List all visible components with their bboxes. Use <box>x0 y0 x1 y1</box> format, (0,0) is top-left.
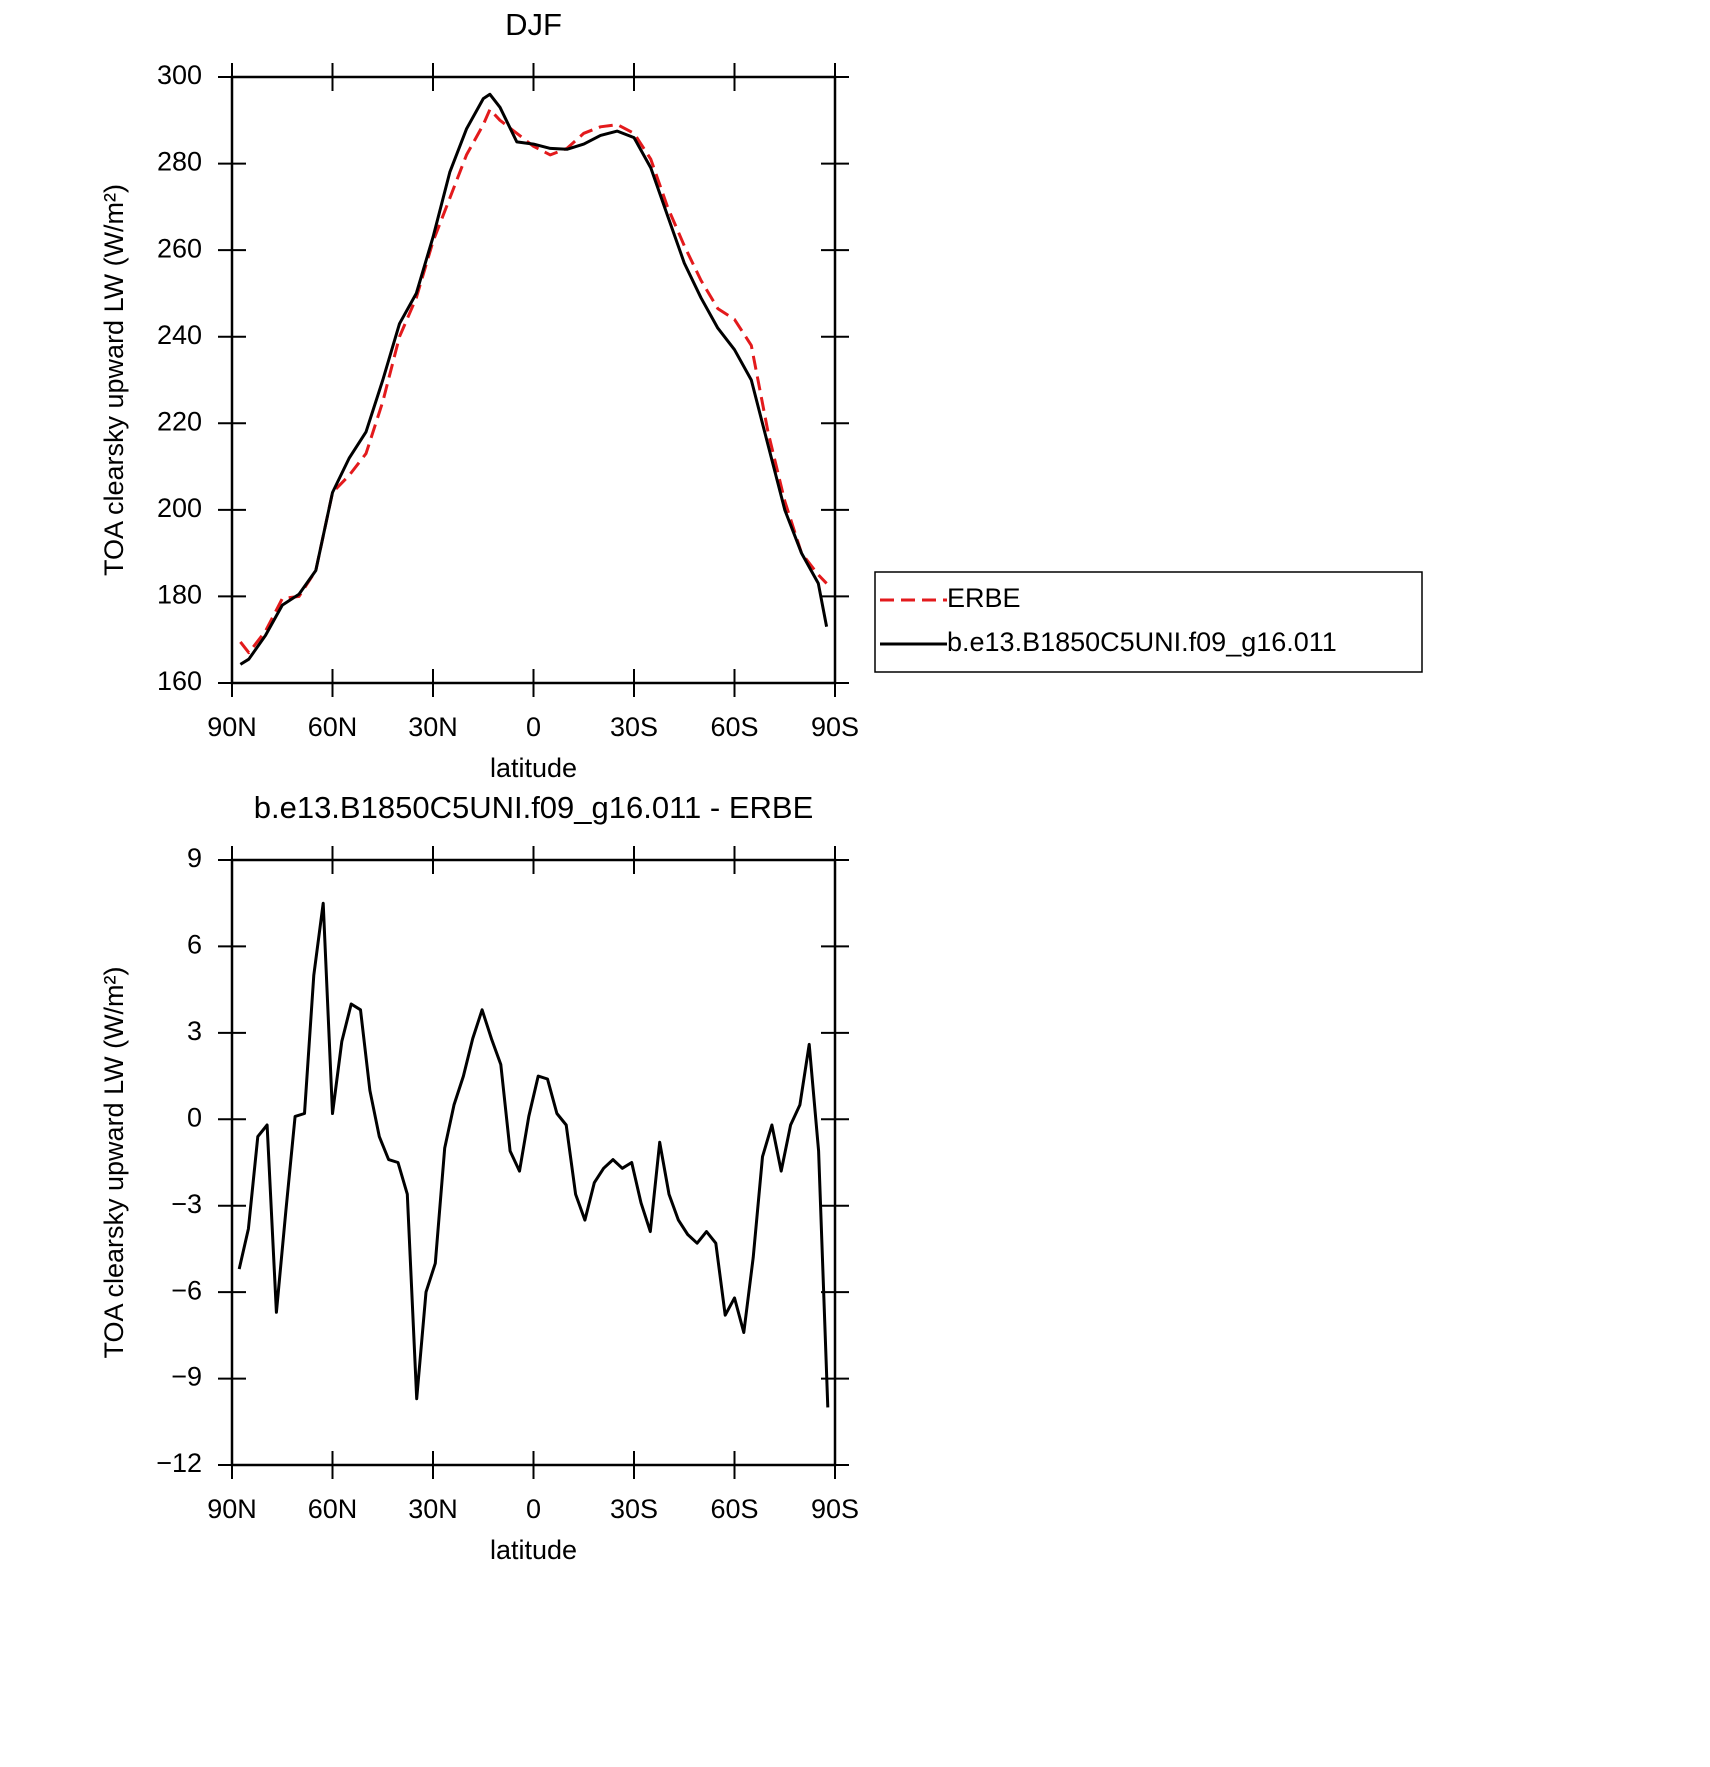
chart-title: DJF <box>505 7 562 42</box>
plot-frame <box>230 858 837 1467</box>
y-tick-label: 9 <box>187 843 202 873</box>
y-axis-label: TOA clearsky upward LW (W/m²) <box>99 184 129 576</box>
x-tick-label: 0 <box>526 712 541 742</box>
x-tick-label: 30S <box>610 1494 658 1524</box>
y-tick-label: −9 <box>171 1362 202 1392</box>
x-tick-label: 60N <box>308 712 358 742</box>
x-tick-label: 30S <box>610 712 658 742</box>
y-tick-label: 180 <box>157 580 202 610</box>
x-tick-label: 30N <box>408 712 458 742</box>
y-tick-label: 3 <box>187 1016 202 1046</box>
y-tick-label: 0 <box>187 1102 202 1132</box>
x-tick-label: 30N <box>408 1494 458 1524</box>
y-tick-label: −6 <box>171 1275 202 1305</box>
y-tick-label: 200 <box>157 493 202 523</box>
data-line <box>239 92 829 666</box>
legend-label: ERBE <box>947 583 1021 613</box>
x-tick-label: 60S <box>710 1494 758 1524</box>
y-tick-label: 220 <box>157 406 202 436</box>
x-tick-label: 90N <box>207 1494 257 1524</box>
x-tick-label: 0 <box>526 1494 541 1524</box>
y-tick-label: 300 <box>157 60 202 90</box>
plot-frame <box>230 75 837 685</box>
x-tick-label: 90S <box>811 712 859 742</box>
x-tick-label: 60S <box>710 712 758 742</box>
x-tick-label: 90S <box>811 1494 859 1524</box>
x-tick-label: 60N <box>308 1494 358 1524</box>
legend-box <box>874 571 1423 673</box>
y-tick-label: 280 <box>157 147 202 177</box>
y-tick-label: −3 <box>171 1189 202 1219</box>
y-tick-label: 160 <box>157 666 202 696</box>
legend-label: b.e13.B1850C5UNI.f09_g16.011 <box>947 627 1337 657</box>
data-line <box>237 901 830 1408</box>
data-line <box>239 108 828 655</box>
x-axis-label: latitude <box>490 1535 577 1565</box>
y-tick-label: 260 <box>157 233 202 263</box>
chart-title: b.e13.B1850C5UNI.f09_g16.011 - ERBE <box>254 790 814 825</box>
y-axis-label: TOA clearsky upward LW (W/m²) <box>99 966 129 1358</box>
y-tick-label: 6 <box>187 930 202 960</box>
y-tick-label: −12 <box>156 1448 202 1478</box>
x-tick-label: 90N <box>207 712 257 742</box>
x-axis-label: latitude <box>490 753 577 783</box>
y-tick-label: 240 <box>157 320 202 350</box>
